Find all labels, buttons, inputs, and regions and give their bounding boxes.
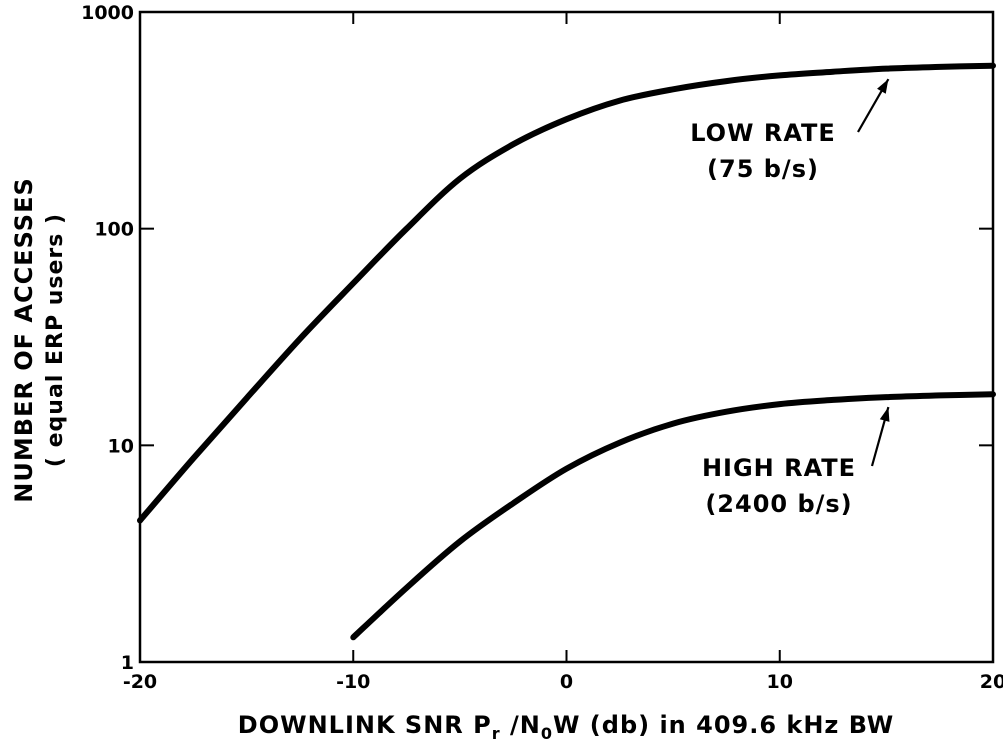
annotations: LOW RATE (75 b/s) HIGH RATE (2400 b/s) <box>690 78 890 518</box>
series-line-high <box>350 391 996 641</box>
plot-frame <box>138 10 995 664</box>
y-axis-subtitle: ( equal ERP users ) <box>43 213 68 467</box>
series-line-low <box>137 62 996 524</box>
annotation-low-label: LOW RATE <box>690 119 836 147</box>
x-tick-label: 20 <box>980 671 1003 693</box>
ticks <box>139 11 994 663</box>
x-axis-title-sub-0: 0 <box>541 724 553 743</box>
y-tick-label: 1 <box>121 652 134 674</box>
annotation-low-arrowhead <box>877 79 889 94</box>
x-axis-title-sub-r: r <box>492 724 501 743</box>
x-axis-title-mid: /N <box>501 711 541 739</box>
annotation-low-rate: (75 b/s) <box>707 155 819 183</box>
x-tick-label: 0 <box>560 671 573 693</box>
x-tick-label: -20 <box>123 671 157 693</box>
x-axis-title-main: DOWNLINK SNR P <box>238 711 492 739</box>
annotation-high-label: HIGH RATE <box>702 454 856 482</box>
x-tick-label: 10 <box>767 671 793 693</box>
x-axis-title: DOWNLINK SNR Pr /N0W (db) in 409.6 kHz B… <box>238 711 894 743</box>
x-axis-title-tail: W (db) in 409.6 kHz BW <box>553 711 894 739</box>
tick-labels: -20 -10 0 10 20 1 10 100 1000 <box>81 2 1003 693</box>
y-axis-title: NUMBER OF ACCESSES <box>10 177 38 503</box>
y-tick-label: 1000 <box>81 2 134 24</box>
series-layer <box>137 62 996 641</box>
y-tick-label: 10 <box>108 435 134 457</box>
annotation-high-rate: (2400 b/s) <box>705 490 852 518</box>
x-tick-label: -10 <box>336 671 370 693</box>
annotation-high-arrowhead <box>879 407 890 422</box>
y-tick-label: 100 <box>94 219 134 241</box>
